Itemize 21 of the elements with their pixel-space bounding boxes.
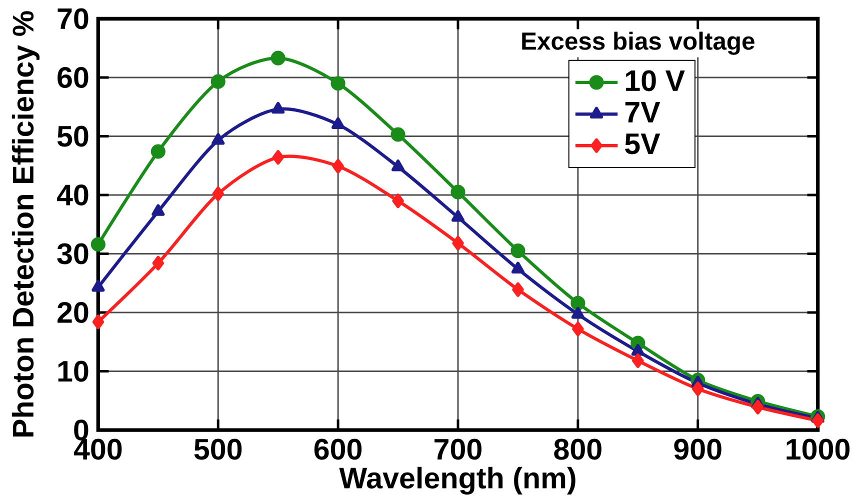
x-tick-label: 800 bbox=[554, 438, 602, 460]
y-tick-label: 50 bbox=[57, 126, 88, 147]
y-tick-label: 10 bbox=[58, 360, 88, 382]
y-tick-label: 60 bbox=[58, 67, 88, 88]
y-tick-label: 0 bbox=[74, 420, 88, 441]
x-axis-title: Wavelength (nm) bbox=[339, 466, 576, 495]
legend-label: 10 V bbox=[626, 70, 685, 92]
x-tick-label: 400 bbox=[74, 438, 122, 460]
x-tick-label: 900 bbox=[674, 438, 722, 460]
legend-title: Excess bias voltage bbox=[522, 32, 754, 55]
x-tick-label: 700 bbox=[434, 438, 482, 460]
y-axis-title: Photon Detection Efficiency % bbox=[12, 11, 40, 437]
legend-label: 5V bbox=[625, 134, 660, 154]
y-tick-label: 20 bbox=[58, 302, 88, 324]
legend-label: 7V bbox=[625, 102, 660, 123]
y-tick-label: 30 bbox=[57, 243, 88, 264]
y-tick-label: 40 bbox=[56, 184, 88, 206]
x-tick-label: 1000 bbox=[786, 438, 850, 460]
x-tick-label: 500 bbox=[194, 438, 242, 460]
x-tick-label: 600 bbox=[314, 438, 362, 460]
y-tick-label: 70 bbox=[58, 8, 88, 30]
